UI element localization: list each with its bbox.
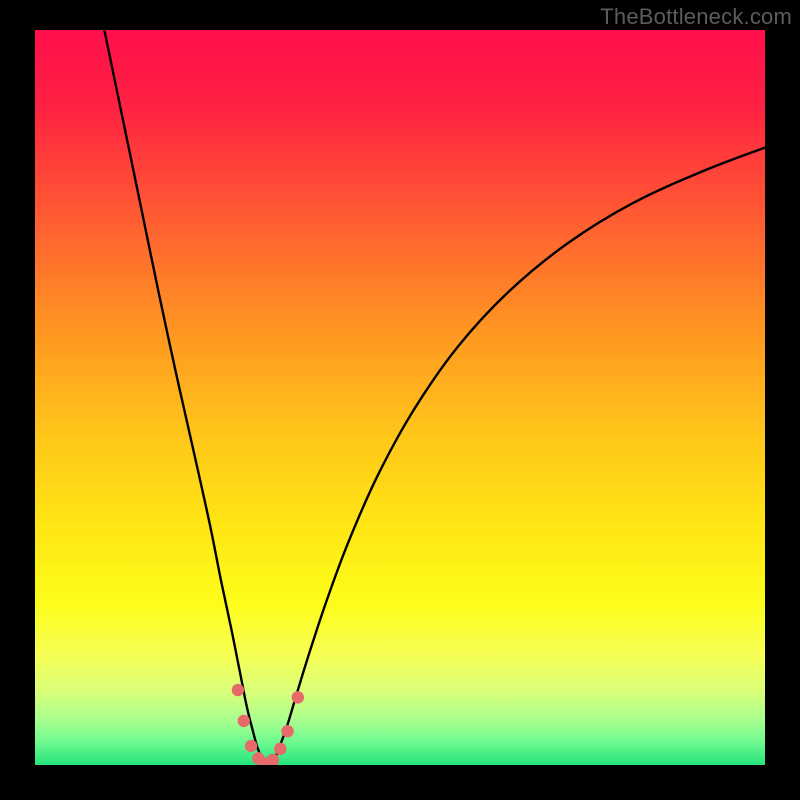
plot-area [35,30,765,765]
gradient-background [35,30,765,765]
watermark-text: TheBottleneck.com [600,4,792,30]
marker-dot [274,743,286,755]
marker-dot [238,715,250,727]
outer-frame: TheBottleneck.com [0,0,800,800]
marker-dot [292,691,304,703]
chart-svg [35,30,765,765]
marker-dot [232,684,244,696]
marker-dot [281,725,293,737]
marker-dot [245,740,257,752]
